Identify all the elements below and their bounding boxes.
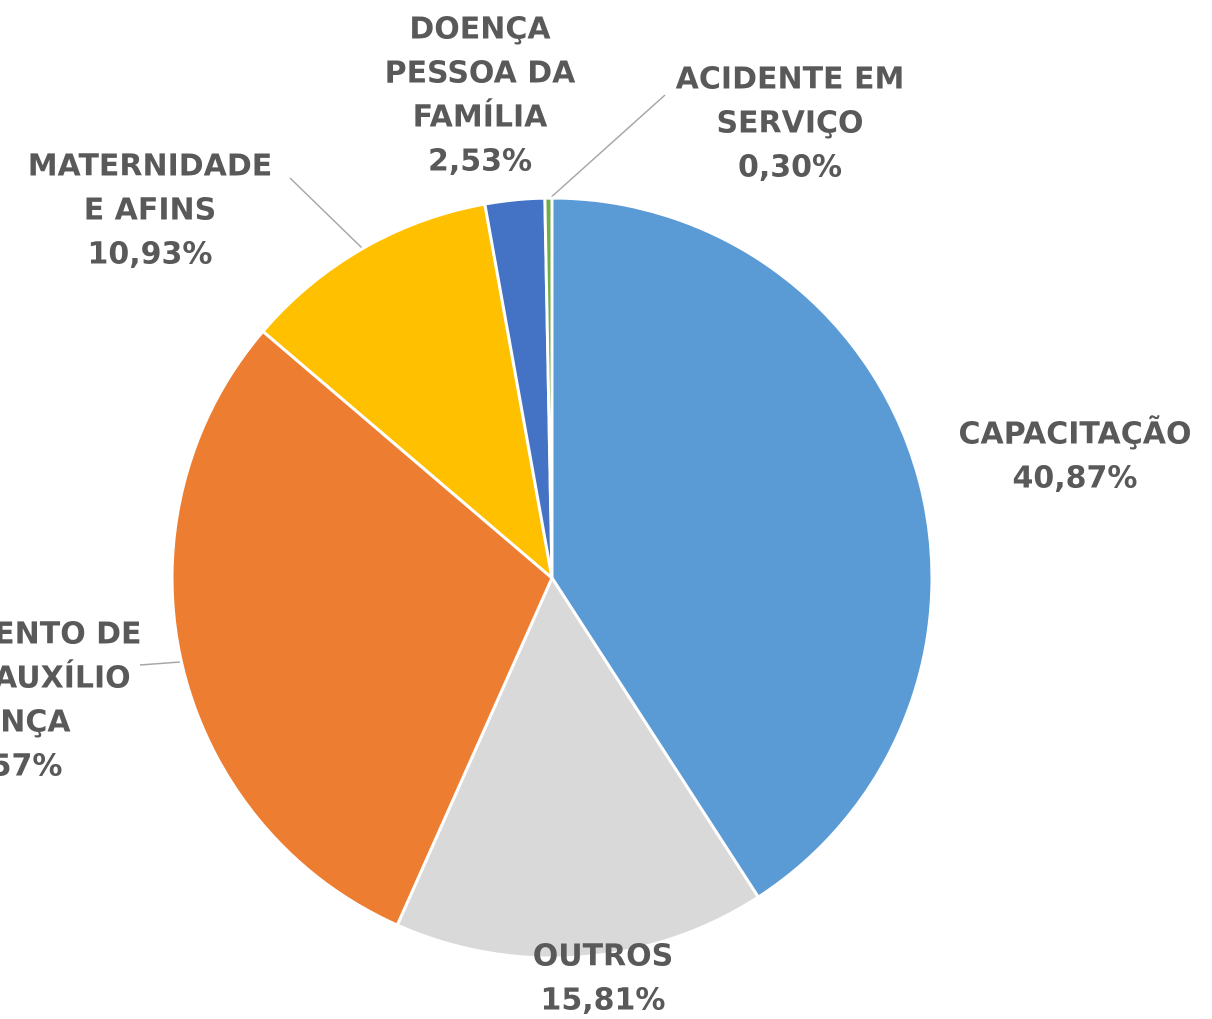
slice-label: TRATAMENTO DE xyxy=(0,617,142,652)
value-label: 0,30% xyxy=(738,150,842,185)
slice-label: PESSOA DA xyxy=(385,56,577,91)
slice-label: SERVIÇO xyxy=(716,106,863,141)
value-label: 15,81% xyxy=(541,983,666,1018)
slice-label: SAÚDE/AUXÍLIO xyxy=(0,659,131,696)
chart: CAPACITAÇÃO 40,87% OUTROS 15,81% TRATAMENTO … xyxy=(0,0,1212,1019)
slice-label: CAPACITAÇÃO xyxy=(959,415,1192,452)
slice-label: MATERNIDADE xyxy=(28,149,273,184)
value-label: 40,87% xyxy=(1013,461,1138,496)
leader-line xyxy=(140,662,180,665)
value-label: 29,57% xyxy=(0,749,62,784)
value-label: 10,93% xyxy=(88,237,213,272)
slice-label: OUTROS xyxy=(533,939,674,974)
slice-label: DOENÇA xyxy=(0,705,71,740)
leader-line xyxy=(548,95,665,200)
slice-label: E AFINS xyxy=(84,193,217,228)
slice-label: FAMÍLIA xyxy=(413,99,549,135)
value-label: 2,53% xyxy=(428,144,532,179)
slice-label: DOENÇA xyxy=(409,12,551,47)
slice-label: ACIDENTE EM xyxy=(676,62,905,97)
leader-line xyxy=(290,178,362,248)
